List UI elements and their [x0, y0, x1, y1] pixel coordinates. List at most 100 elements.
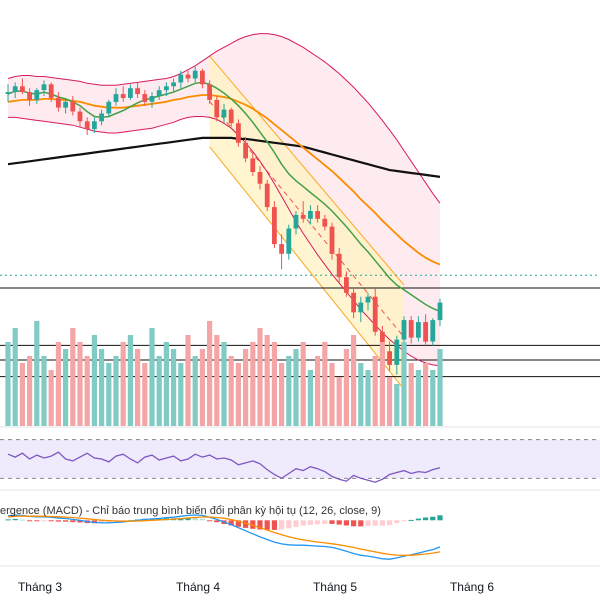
candle-body — [41, 84, 47, 91]
candle-body — [380, 331, 385, 352]
volume-bar — [401, 342, 407, 426]
ma-long-line — [7, 136, 441, 178]
candle — [207, 80, 212, 104]
volume-bar — [250, 342, 256, 426]
channel-upper-line — [209, 55, 405, 286]
candle — [336, 248, 342, 284]
candle — [48, 82, 54, 102]
volume-panel[interactable] — [5, 321, 443, 426]
time-axis[interactable]: Tháng 3 Tháng 4 Tháng 5 Tháng 6 — [18, 580, 494, 594]
macd-histogram-bar — [271, 520, 277, 530]
candle — [214, 96, 220, 122]
candle — [56, 92, 61, 112]
candle-body — [12, 86, 18, 93]
macd-histogram-bar — [243, 520, 249, 528]
candle-body — [5, 92, 11, 94]
candle-body — [236, 123, 241, 143]
macd-histogram-bar — [19, 519, 25, 521]
volume-bar — [257, 328, 263, 426]
volume-bar — [48, 370, 54, 426]
candle — [358, 296, 364, 323]
candle-body — [416, 322, 421, 338]
candle-body — [171, 82, 176, 87]
candle — [372, 288, 378, 336]
volume-bar — [214, 335, 220, 426]
macd-histogram-bar — [34, 520, 40, 522]
rsi-panel[interactable] — [0, 439, 600, 483]
candle — [437, 298, 443, 326]
macd-histogram-bar — [379, 520, 385, 526]
volume-bar — [279, 363, 285, 426]
volume-bar — [387, 377, 393, 426]
candle-body — [48, 84, 54, 98]
macd-histogram-bar — [286, 520, 292, 529]
volume-bar — [430, 370, 436, 426]
candle-body — [228, 109, 234, 124]
candle-body — [63, 101, 68, 108]
volume-bar — [300, 342, 306, 426]
candle — [365, 292, 371, 311]
price-panel[interactable] — [0, 33, 600, 390]
volume-bar — [27, 356, 33, 426]
macd-histogram-bar — [77, 520, 83, 523]
candle — [236, 119, 241, 147]
macd-signal-line — [7, 515, 441, 556]
candle — [315, 205, 320, 223]
candle-body — [430, 320, 436, 342]
macd-histogram-bar — [358, 520, 364, 527]
candle — [308, 205, 313, 225]
candle — [228, 107, 234, 128]
candle-body — [70, 101, 76, 112]
candle — [120, 86, 126, 102]
candle-body — [322, 218, 328, 227]
macd-histogram-bar — [293, 520, 299, 527]
candle-body — [221, 109, 227, 118]
volume-bar — [365, 370, 371, 426]
volume-bar — [235, 363, 241, 426]
macd-histogram-bar — [70, 520, 76, 523]
macd-histogram-bar — [199, 518, 205, 521]
volume-bar — [55, 342, 61, 426]
macd-histogram-bar — [106, 520, 112, 523]
volume-bar — [221, 342, 227, 426]
candle-body — [408, 320, 414, 338]
candle — [142, 90, 148, 106]
candle-body — [372, 296, 378, 332]
macd-histogram-bar — [408, 519, 414, 521]
candle-body — [401, 320, 407, 340]
candle-body — [164, 86, 169, 91]
candle — [351, 286, 356, 319]
macd-histogram-bar — [214, 520, 220, 523]
candle-body — [106, 101, 112, 114]
candle-body — [387, 351, 392, 365]
macd-histogram-bar — [322, 520, 328, 524]
volume-bar — [423, 363, 429, 426]
candle-body — [185, 74, 191, 79]
candle — [149, 92, 155, 108]
rsi-line — [7, 451, 441, 483]
volume-bar — [293, 349, 299, 426]
candle-body — [358, 302, 364, 313]
volume-bar — [199, 349, 205, 426]
x-tick-label: Tháng 5 — [313, 580, 357, 594]
candle-body — [84, 121, 90, 130]
macd-histogram-bar — [401, 520, 407, 522]
macd-panel[interactable]: ergence (MACD) - Chỉ báo trung bình biến… — [0, 505, 443, 560]
volume-bar — [106, 363, 112, 426]
candle — [264, 179, 270, 211]
candle-body — [113, 94, 119, 102]
ma-mid-line — [7, 94, 441, 266]
macd-histogram-bar — [207, 520, 213, 522]
candle — [250, 152, 256, 176]
candle — [257, 166, 263, 190]
candle — [394, 335, 400, 375]
volume-bar — [149, 328, 155, 426]
macd-histogram-bar — [343, 520, 349, 526]
candle — [387, 341, 392, 371]
candle-body — [264, 183, 270, 208]
candle-body — [120, 94, 126, 98]
candle — [221, 103, 227, 124]
volume-bar — [178, 363, 184, 426]
volume-bar — [322, 342, 328, 426]
